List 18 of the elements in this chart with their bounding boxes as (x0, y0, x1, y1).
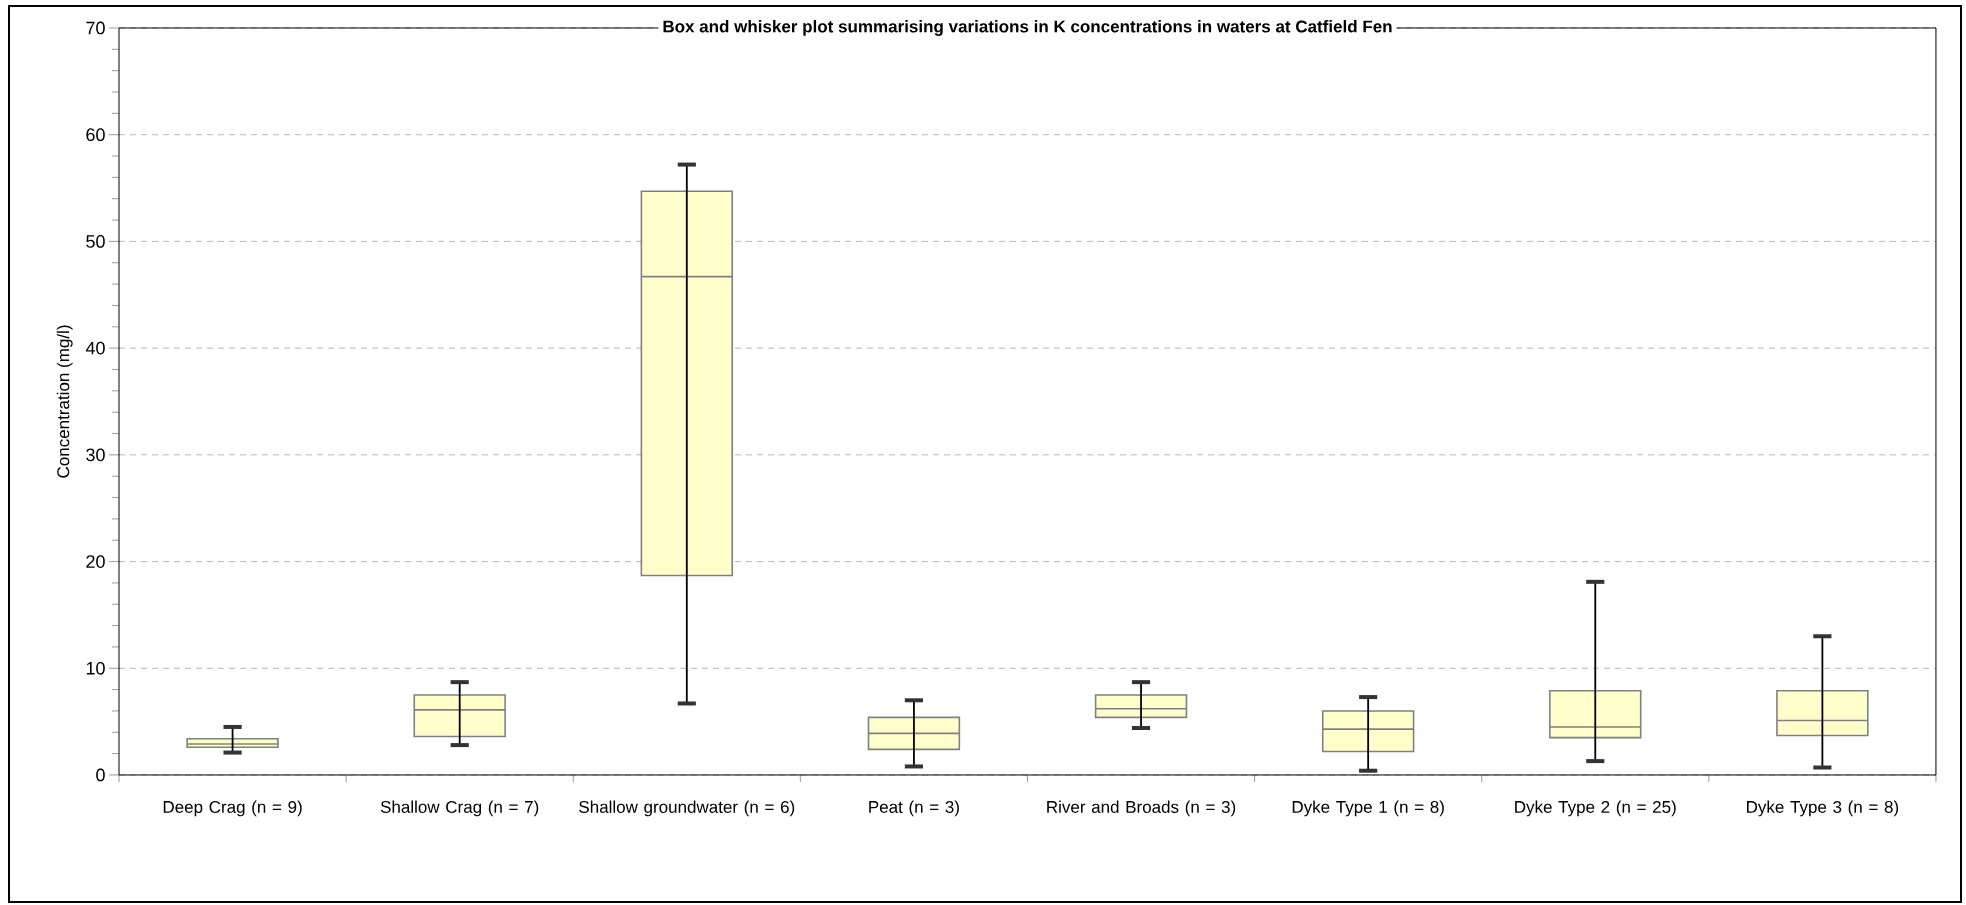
x-tick-label: River and Broads (n = 3) (1047, 800, 1236, 817)
y-tick-label: 30 (86, 448, 105, 462)
y-tick-label: 20 (86, 555, 105, 568)
x-tick-label: Shallow Crag (n = 7) (380, 800, 539, 817)
x-tick-label: Shallow groundwater (n = 6) (579, 800, 795, 817)
y-tick-label: 40 (85, 341, 105, 355)
y-tick-label: 10 (86, 661, 105, 675)
y-tick-label: 60 (86, 128, 105, 142)
x-tick-label: Deep Crag (n = 9) (163, 800, 302, 817)
chart-title: Box and whisker plot summarising variations in K concentrations in waters at Catfield Fen (663, 20, 1392, 36)
x-tick-label: Dyke Type 1 (n = 8) (1292, 800, 1444, 817)
y-axis-title: Concentration (mg/l) (56, 325, 73, 478)
y-tick-label: 70 (86, 21, 105, 35)
x-tick-label: Peat (n = 3) (869, 800, 959, 817)
x-tick-label: Dyke Type 3 (n = 8) (1747, 800, 1899, 817)
y-tick-label: 50 (86, 235, 105, 248)
x-tick-label: Dyke Type 2 (n = 25) (1515, 800, 1676, 817)
y-tick-label: 0 (96, 768, 105, 782)
